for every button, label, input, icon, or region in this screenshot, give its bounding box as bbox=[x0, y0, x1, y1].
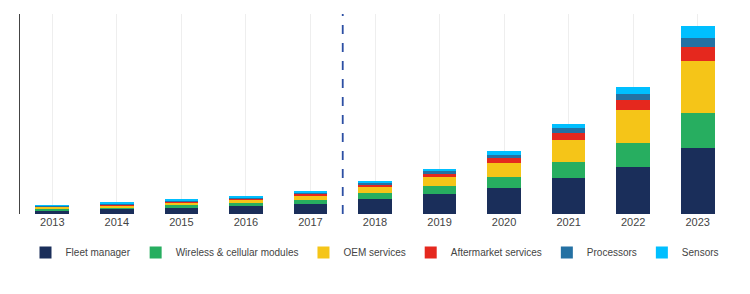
svg-text:2018: 2018 bbox=[363, 216, 387, 228]
svg-text:OEM services: OEM services bbox=[343, 247, 405, 258]
svg-text:Processors: Processors bbox=[587, 247, 637, 258]
svg-text:2020: 2020 bbox=[492, 216, 516, 228]
svg-text:Aftermarket services: Aftermarket services bbox=[451, 247, 542, 258]
svg-text:2021: 2021 bbox=[556, 216, 580, 228]
svg-text:2015: 2015 bbox=[169, 216, 193, 228]
svg-text:Fleet manager: Fleet manager bbox=[66, 247, 131, 258]
svg-text:2022: 2022 bbox=[621, 216, 645, 228]
svg-text:Sensors: Sensors bbox=[682, 247, 719, 258]
svg-text:Wireless & cellular modules: Wireless & cellular modules bbox=[176, 247, 299, 258]
svg-text:2014: 2014 bbox=[105, 216, 129, 228]
svg-text:2019: 2019 bbox=[427, 216, 451, 228]
svg-text:2017: 2017 bbox=[298, 216, 322, 228]
svg-text:2023: 2023 bbox=[685, 216, 709, 228]
svg-text:2013: 2013 bbox=[40, 216, 64, 228]
svg-text:2016: 2016 bbox=[234, 216, 258, 228]
